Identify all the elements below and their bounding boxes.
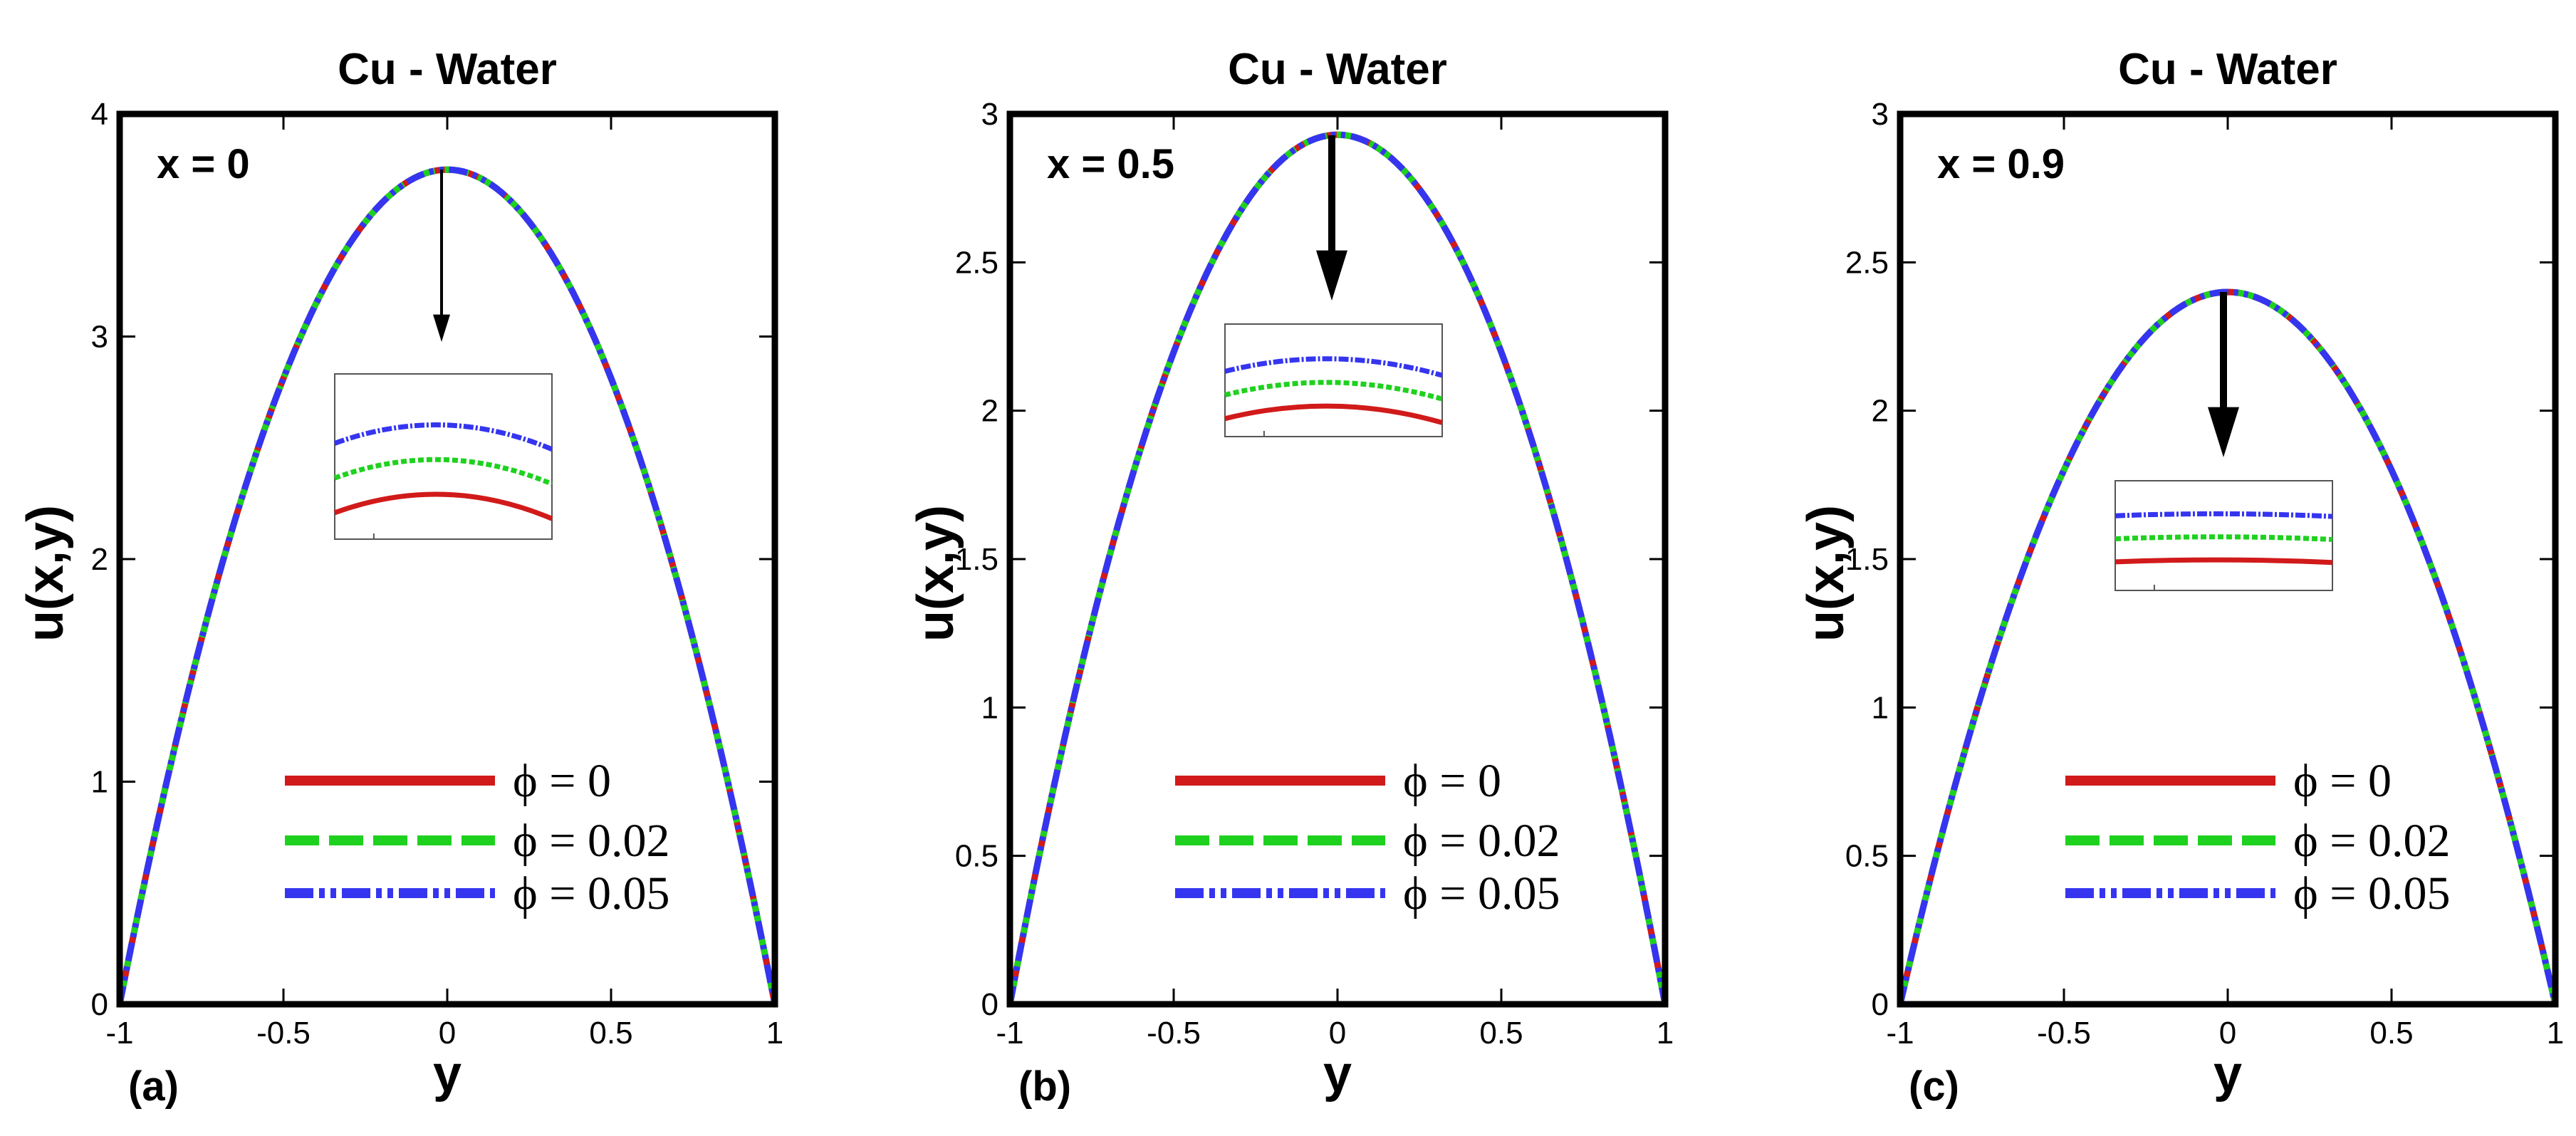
inset-series-line [333, 491, 553, 521]
y-tick-label: 0.5 [955, 839, 998, 874]
inset-series-line [1224, 356, 1443, 378]
x-tick-label: 0.5 [2369, 1016, 2413, 1051]
legend-label: ϕ = 0.05 [513, 867, 669, 919]
y-tick-label: 0 [1872, 987, 1889, 1022]
x-tick-label: 1 [766, 1016, 783, 1051]
chart-panel: Cu - Water -1 -0.5 0 0.5 1 0 0.5 1 1.5 2 2.5 3 y u(x,y… [1798, 45, 2564, 1110]
y-axis-label: u(x,y) [17, 505, 74, 642]
x-tick-label: -1 [105, 1016, 133, 1051]
chart-title: Cu - Water [1228, 45, 1447, 94]
x-tick-label: 1 [2547, 1016, 2564, 1051]
chart-panel: Cu - Water -1 -0.5 0 0.5 1 0 0.5 1 1.5 2 2.5 3 y u(x,y… [907, 45, 1674, 1110]
arrow-head [2208, 407, 2239, 457]
legend-label: ϕ = 0.05 [1403, 867, 1560, 919]
y-tick-label: 1.5 [1845, 542, 1889, 577]
legend-label: ϕ = 0.02 [2293, 815, 2450, 867]
position-annotation: x = 0.5 [1047, 141, 1174, 187]
inset-series-line [1224, 403, 1443, 425]
x-tick-label: -1 [1886, 1016, 1914, 1051]
chart-title: Cu - Water [338, 45, 557, 94]
inset-series-line [333, 457, 553, 486]
legend-label: ϕ = 0 [1403, 755, 1501, 807]
inset-series-line [2114, 534, 2333, 542]
y-tick-label: 2.5 [955, 245, 998, 280]
legend-label: ϕ = 0 [2293, 755, 2392, 807]
inset-frame [2114, 480, 2333, 591]
arrow-head [433, 314, 450, 342]
position-annotation: x = 0.9 [1937, 141, 2065, 187]
panel-label: (a) [128, 1063, 179, 1110]
y-tick-label: 1.5 [955, 542, 998, 577]
x-axis-label: y [2213, 1046, 2242, 1103]
legend-label: ϕ = 0 [513, 755, 611, 807]
y-tick-label: 2.5 [1845, 245, 1889, 280]
inset-series-line [2114, 511, 2333, 519]
y-tick-label: 1 [1872, 690, 1889, 725]
position-annotation: x = 0 [157, 141, 250, 187]
x-tick-label: -0.5 [256, 1016, 311, 1051]
panel-label: (b) [1018, 1063, 1071, 1110]
x-tick-label: 0.5 [1479, 1016, 1523, 1051]
x-tick-label: 0 [2219, 1016, 2236, 1051]
y-tick-label: 2 [1872, 394, 1889, 429]
y-tick-label: 1 [91, 765, 108, 800]
inset-frame [334, 373, 553, 540]
chart-panel: Cu - Water -1 -0.5 0 0.5 1 0 1 2 3 4 y u(x,y) x = 0 (a… [17, 45, 783, 1110]
x-tick-label: -0.5 [2037, 1016, 2091, 1051]
plot-frame [116, 110, 778, 1008]
series-line [1006, 131, 1669, 1005]
x-tick-label: 0 [1329, 1016, 1346, 1051]
x-tick-label: 0 [439, 1016, 456, 1051]
y-tick-label: 3 [91, 320, 108, 355]
series-line [1897, 288, 2559, 1006]
y-tick-label: 3 [1872, 97, 1889, 132]
inset-series-line [1224, 380, 1443, 402]
inset-series-line [2114, 557, 2333, 566]
y-axis-label: u(x,y) [907, 505, 964, 642]
y-tick-label: 4 [91, 97, 108, 132]
y-tick-label: 1 [981, 690, 998, 725]
legend-label: ϕ = 0.02 [513, 815, 669, 867]
panel-label: (c) [1909, 1063, 1959, 1110]
inset-series-line [333, 422, 553, 452]
x-tick-label: 0.5 [589, 1016, 632, 1051]
x-axis-label: y [433, 1046, 462, 1103]
x-axis-label: y [1323, 1046, 1352, 1103]
y-tick-label: 3 [981, 97, 998, 132]
legend-label: ϕ = 0.05 [2293, 867, 2450, 919]
chart-title: Cu - Water [2118, 45, 2337, 94]
x-tick-label: -1 [996, 1016, 1023, 1051]
legend-label: ϕ = 0.02 [1403, 815, 1560, 867]
arrow-head [1316, 250, 1347, 301]
y-tick-label: 0.5 [1845, 839, 1889, 874]
y-tick-label: 0 [981, 987, 998, 1022]
x-tick-label: 1 [1657, 1016, 1674, 1051]
y-tick-label: 2 [91, 542, 108, 577]
y-axis-label: u(x,y) [1798, 505, 1855, 642]
y-tick-label: 0 [91, 987, 108, 1022]
inset-frame [1224, 323, 1443, 437]
x-tick-label: -0.5 [1147, 1016, 1201, 1051]
series-line [116, 166, 778, 1005]
y-tick-label: 2 [981, 394, 998, 429]
